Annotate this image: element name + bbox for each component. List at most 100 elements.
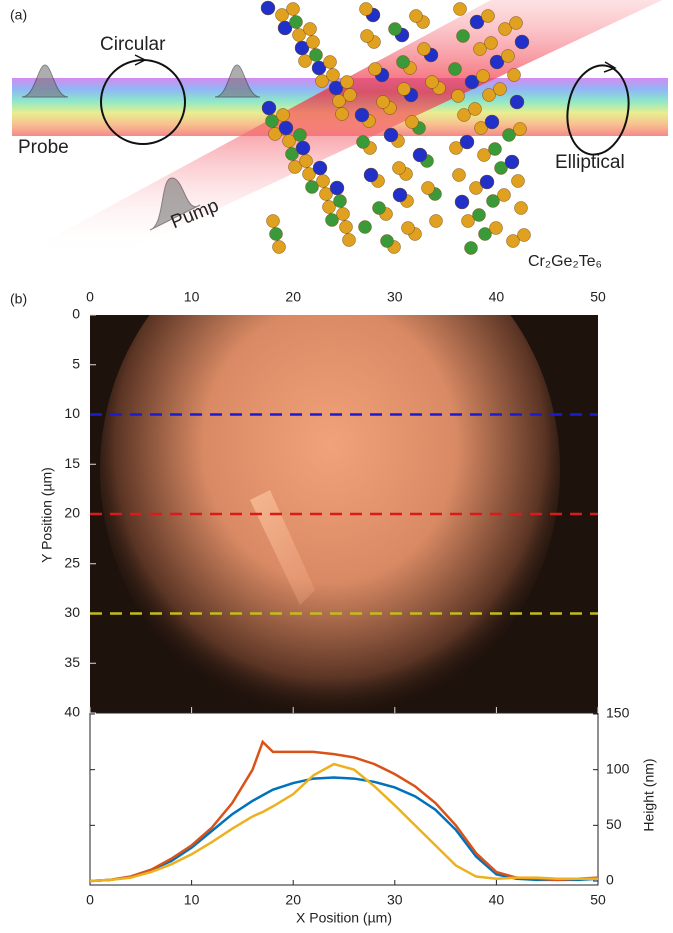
atom bbox=[340, 75, 354, 89]
atom bbox=[514, 34, 530, 50]
y-axis-label: Y Position (µm) bbox=[39, 467, 55, 563]
atom bbox=[482, 88, 496, 102]
crystal bbox=[260, 0, 531, 255]
data-line bbox=[89, 762, 598, 883]
atom bbox=[473, 42, 487, 56]
atom bbox=[354, 107, 370, 123]
atom bbox=[335, 107, 349, 121]
atom bbox=[285, 147, 299, 161]
atom bbox=[457, 108, 471, 122]
y-tick-label: 5 bbox=[72, 355, 80, 371]
x-tick-label: 50 bbox=[590, 892, 606, 908]
atom bbox=[478, 227, 492, 241]
atom bbox=[405, 115, 419, 129]
label: Probe bbox=[18, 137, 69, 158]
atom bbox=[409, 9, 423, 23]
atom bbox=[299, 154, 313, 168]
x-axis-label: X Position (µm) bbox=[296, 910, 392, 926]
y-tick-label: 0 bbox=[72, 306, 80, 322]
atom bbox=[302, 167, 316, 181]
atom bbox=[336, 207, 350, 221]
y-tick-label: 40 bbox=[64, 704, 80, 720]
atom bbox=[514, 201, 528, 215]
atom bbox=[425, 75, 439, 89]
image bbox=[90, 315, 598, 713]
panel-a: (a) Circular Probe Pump Elliptical Cr₂Ge… bbox=[10, 0, 668, 270]
atom bbox=[504, 154, 520, 170]
atom bbox=[507, 68, 521, 82]
material-label: Cr₂Ge₂Te₆ bbox=[528, 253, 602, 270]
x-tick-label: 0 bbox=[86, 289, 94, 305]
atom bbox=[342, 233, 356, 247]
y-tick-label: 150 bbox=[606, 705, 630, 721]
atom bbox=[392, 187, 408, 203]
arrow bbox=[603, 61, 617, 73]
atom bbox=[312, 160, 328, 176]
atom bbox=[489, 54, 505, 70]
y-tick-label: 10 bbox=[64, 405, 80, 421]
atom bbox=[479, 174, 495, 190]
atom bbox=[305, 180, 319, 194]
elliptical-polarization bbox=[566, 64, 630, 156]
atom bbox=[464, 74, 480, 90]
y-tick-label: 20 bbox=[64, 505, 80, 521]
atom bbox=[453, 2, 467, 16]
atom bbox=[323, 55, 337, 69]
atom bbox=[343, 88, 357, 102]
atom bbox=[498, 22, 512, 36]
atom bbox=[303, 22, 317, 36]
atom bbox=[486, 194, 500, 208]
atom bbox=[380, 234, 394, 248]
flake-feature bbox=[250, 490, 315, 605]
atom bbox=[454, 194, 470, 210]
atom bbox=[501, 49, 515, 63]
x-tick-label: 20 bbox=[285, 892, 301, 908]
atom bbox=[293, 128, 307, 142]
atom bbox=[488, 142, 502, 156]
atom bbox=[266, 214, 280, 228]
atom bbox=[322, 200, 336, 214]
atom bbox=[333, 194, 347, 208]
atom bbox=[309, 48, 323, 62]
y-tick-label: 30 bbox=[64, 604, 80, 620]
atom bbox=[469, 14, 485, 30]
atom bbox=[339, 220, 353, 234]
y-tick-label: 0 bbox=[606, 872, 614, 888]
atom bbox=[477, 148, 491, 162]
atom bbox=[388, 22, 402, 36]
atom bbox=[493, 82, 507, 96]
plot-frame bbox=[89, 712, 599, 886]
atom bbox=[306, 35, 320, 49]
atom bbox=[295, 140, 311, 156]
atom bbox=[469, 181, 483, 195]
atom bbox=[269, 227, 283, 241]
atom bbox=[260, 0, 276, 16]
x-tick-label: 50 bbox=[590, 289, 606, 305]
atom bbox=[289, 15, 303, 29]
atom bbox=[506, 234, 520, 248]
atom bbox=[451, 89, 465, 103]
atom bbox=[372, 201, 386, 215]
atom bbox=[363, 167, 379, 183]
y-tick-label: 35 bbox=[64, 654, 80, 670]
atom bbox=[360, 29, 374, 43]
atom bbox=[459, 134, 475, 150]
atom bbox=[474, 121, 488, 135]
arrow bbox=[134, 54, 147, 66]
atom bbox=[356, 135, 370, 149]
atom bbox=[484, 36, 498, 50]
atom bbox=[325, 213, 339, 227]
atom bbox=[461, 214, 475, 228]
circular-polarization bbox=[100, 59, 186, 145]
atom bbox=[472, 208, 486, 222]
atom bbox=[448, 62, 462, 76]
atom bbox=[452, 168, 466, 182]
atom bbox=[276, 108, 290, 122]
atom bbox=[502, 128, 516, 142]
atom bbox=[272, 240, 286, 254]
y-tick-label: 100 bbox=[606, 760, 630, 776]
atom bbox=[429, 214, 443, 228]
atom bbox=[329, 180, 345, 196]
atom bbox=[489, 221, 503, 235]
atom bbox=[517, 228, 531, 242]
